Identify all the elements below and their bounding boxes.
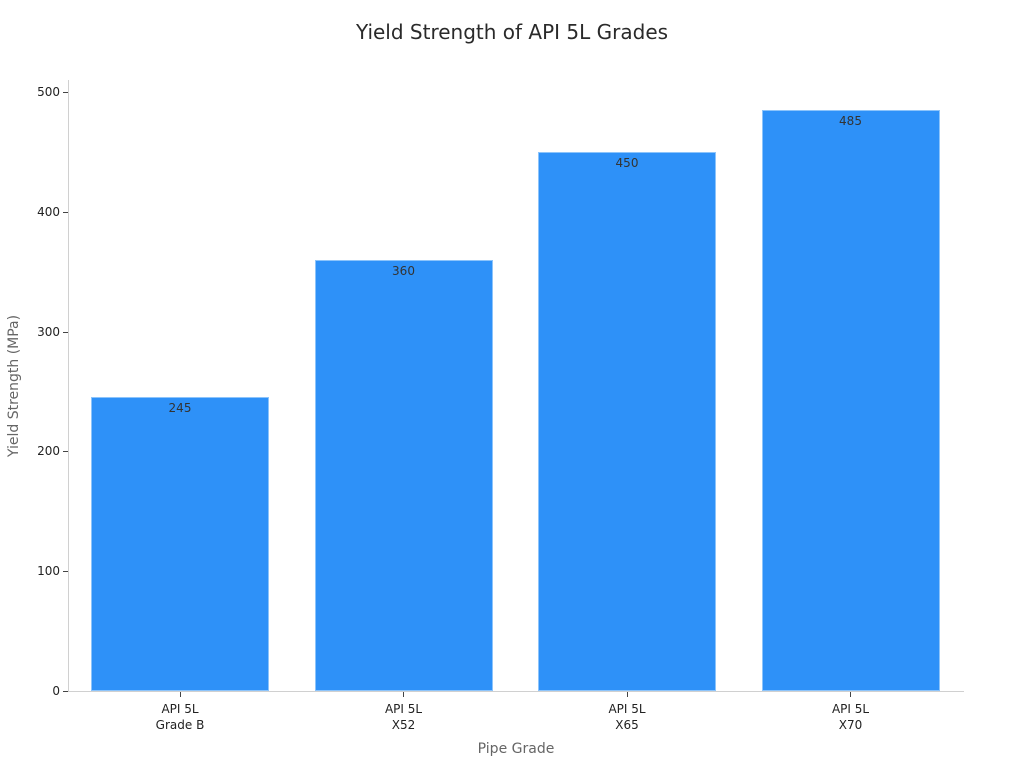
x-axis-line — [68, 691, 964, 692]
y-tick-mark — [63, 211, 68, 213]
y-tick-mark — [63, 691, 68, 692]
chart-title: Yield Strength of API 5L Grades — [355, 20, 669, 44]
x-tick: API 5L X70 — [762, 692, 940, 733]
y-tick-mark — [63, 92, 68, 93]
bar[interactable]: 245 — [91, 397, 269, 691]
y-tick: 0 — [0, 684, 68, 705]
bar[interactable]: 450 — [538, 151, 716, 691]
y-tick-mark — [63, 451, 68, 453]
x-tick-label: API 5L X70 — [831, 702, 870, 732]
y-tick: 300 — [0, 325, 68, 346]
y-axis-line — [68, 80, 69, 692]
y-tick-label: 500 — [37, 85, 60, 99]
x-tick-mark — [850, 692, 851, 697]
y-tick: 400 — [0, 205, 68, 226]
y-tick-mark — [63, 331, 68, 333]
x-tick-label: API 5L Grade B — [155, 702, 205, 732]
y-tick-label: 400 — [37, 204, 60, 219]
x-tick: API 5L Grade B — [91, 692, 269, 733]
bar[interactable]: 360 — [314, 259, 493, 691]
bar[interactable]: 485 — [761, 109, 940, 691]
bar-value-label: 485 — [839, 113, 862, 128]
y-tick-label: 100 — [37, 564, 60, 579]
x-tick-mark — [179, 692, 181, 697]
x-tick-label: API 5L X65 — [608, 702, 646, 732]
bar-value-label: 245 — [168, 401, 192, 416]
y-tick-label: 200 — [37, 444, 60, 459]
x-tick-mark — [403, 692, 404, 697]
x-tick-label: API 5L X52 — [384, 702, 423, 732]
y-tick-mark — [63, 571, 68, 573]
y-tick: 200 — [0, 444, 68, 465]
y-tick: 500 — [0, 85, 68, 106]
bar-value-label: 450 — [615, 155, 639, 170]
x-tick-mark — [626, 692, 628, 697]
y-tick-label: 300 — [37, 324, 60, 339]
x-tick: API 5L X52 — [315, 692, 493, 733]
bar-value-label: 360 — [392, 263, 415, 278]
y-tick-label: 0 — [52, 684, 60, 698]
y-axis-label: Yield Strength (MPa) — [6, 314, 22, 458]
y-tick: 100 — [0, 564, 68, 585]
x-axis-label: Pipe Grade — [477, 741, 555, 757]
x-tick: API 5L X65 — [538, 692, 716, 733]
